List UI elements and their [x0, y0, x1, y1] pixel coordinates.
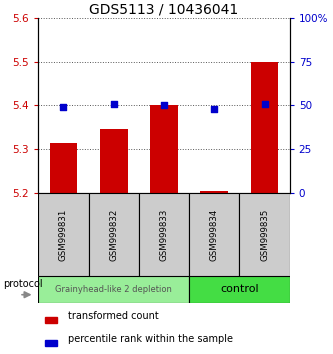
Point [61, 104, 66, 110]
Bar [89, 193, 139, 276]
Bar [189, 193, 239, 276]
Bar [200, 191, 228, 193]
Text: control: control [220, 284, 259, 295]
Text: GSM999833: GSM999833 [160, 209, 168, 261]
Text: GSM999835: GSM999835 [260, 209, 269, 261]
Bar [150, 105, 178, 193]
Bar [45, 317, 57, 323]
Text: protocol: protocol [3, 279, 43, 289]
Bar [251, 62, 278, 193]
Text: GSM999832: GSM999832 [109, 209, 118, 261]
Bar [100, 130, 128, 193]
Bar [38, 193, 89, 276]
Point [212, 106, 217, 112]
Title: GDS5113 / 10436041: GDS5113 / 10436041 [89, 2, 239, 17]
Text: Grainyhead-like 2 depletion: Grainyhead-like 2 depletion [55, 285, 172, 294]
Text: transformed count: transformed count [68, 311, 159, 321]
Point [111, 101, 117, 107]
Bar [139, 193, 189, 276]
Text: GSM999834: GSM999834 [210, 209, 219, 261]
Bar [45, 340, 57, 346]
Bar [189, 276, 290, 303]
Point [262, 101, 267, 107]
Text: GSM999831: GSM999831 [59, 209, 68, 261]
Bar [50, 143, 77, 193]
Text: percentile rank within the sample: percentile rank within the sample [68, 334, 233, 344]
Point [161, 103, 166, 108]
Bar [239, 193, 290, 276]
Bar [38, 276, 189, 303]
